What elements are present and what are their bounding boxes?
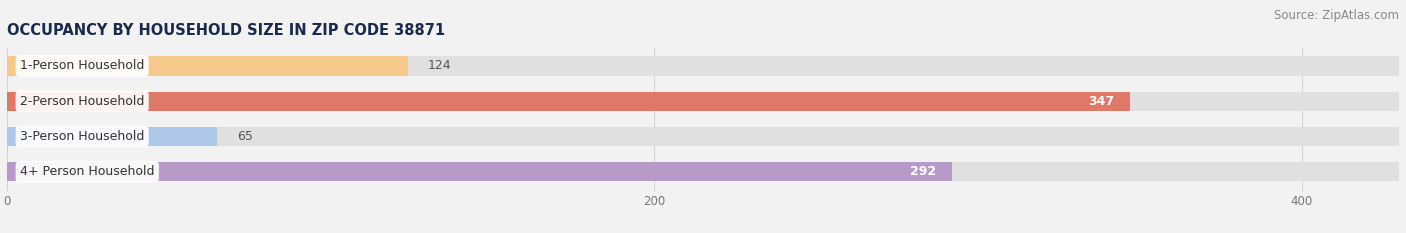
Bar: [7, 92, 1399, 111]
Text: 347: 347: [1088, 95, 1114, 108]
Bar: [7, 92, 1130, 111]
Bar: [7, 162, 1399, 181]
Bar: [7, 56, 1399, 76]
Text: 4+ Person Household: 4+ Person Household: [20, 165, 155, 178]
Text: 292: 292: [910, 165, 936, 178]
Text: OCCUPANCY BY HOUSEHOLD SIZE IN ZIP CODE 38871: OCCUPANCY BY HOUSEHOLD SIZE IN ZIP CODE …: [7, 24, 446, 38]
Bar: [7, 127, 1399, 146]
Bar: [7, 127, 218, 146]
Text: 3-Person Household: 3-Person Household: [20, 130, 145, 143]
Text: 2-Person Household: 2-Person Household: [20, 95, 145, 108]
Bar: [7, 56, 408, 76]
Text: Source: ZipAtlas.com: Source: ZipAtlas.com: [1274, 9, 1399, 22]
Text: 124: 124: [427, 59, 451, 72]
Text: 65: 65: [236, 130, 253, 143]
Text: 1-Person Household: 1-Person Household: [20, 59, 145, 72]
Bar: [7, 162, 952, 181]
